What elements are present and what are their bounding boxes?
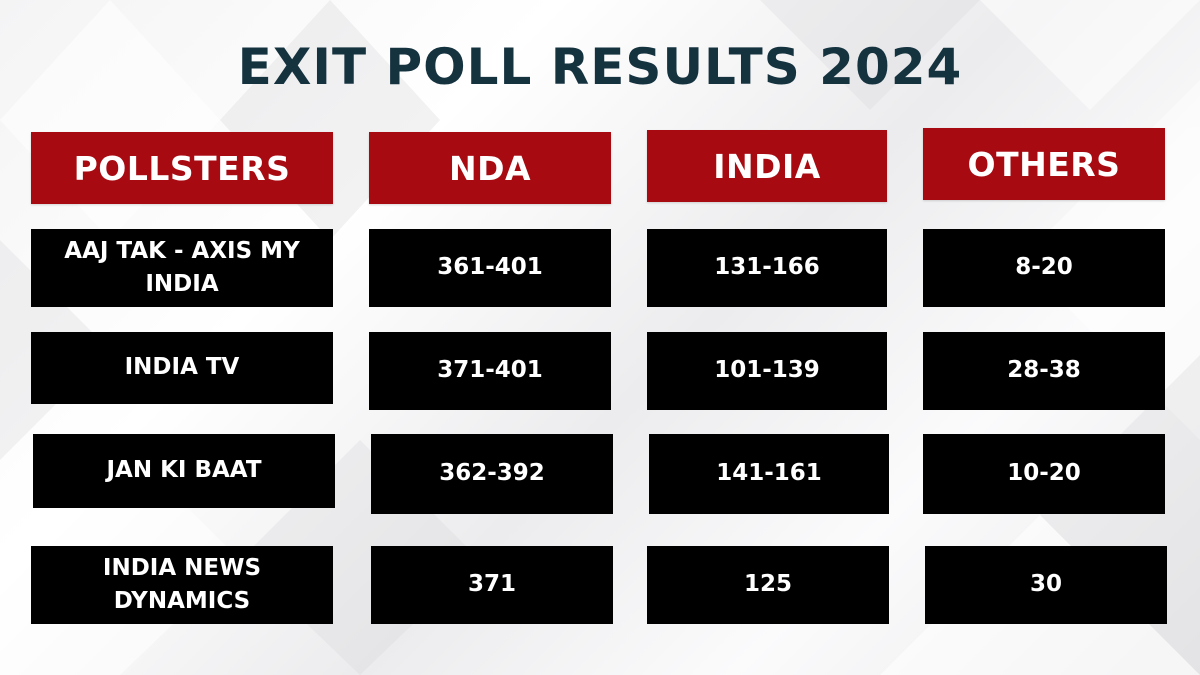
pollster-cell: AAJ TAK - AXIS MY INDIA	[31, 229, 333, 307]
others-cell: 8-20	[923, 229, 1165, 307]
india-cell: 101-139	[647, 332, 887, 410]
india-cell: 141-161	[649, 434, 889, 514]
india-cell: 131-166	[647, 229, 887, 307]
header-others: OTHERS	[923, 128, 1165, 200]
header-pollsters: POLLSTERS	[31, 132, 333, 204]
nda-cell: 361-401	[369, 229, 611, 307]
pollster-cell: INDIA TV	[31, 332, 333, 404]
pollster-cell: INDIA NEWS DYNAMICS	[31, 546, 333, 624]
header-india: INDIA	[647, 130, 887, 202]
page-title: EXIT POLL RESULTS 2024	[237, 38, 963, 96]
nda-cell: 362-392	[371, 434, 613, 514]
nda-cell: 371	[371, 546, 613, 624]
pollster-cell: JAN KI BAAT	[33, 434, 335, 508]
others-cell: 30	[925, 546, 1167, 624]
nda-cell: 371-401	[369, 332, 611, 410]
india-cell: 125	[647, 546, 889, 624]
header-nda: NDA	[369, 132, 611, 204]
others-cell: 10-20	[923, 434, 1165, 514]
others-cell: 28-38	[923, 332, 1165, 410]
